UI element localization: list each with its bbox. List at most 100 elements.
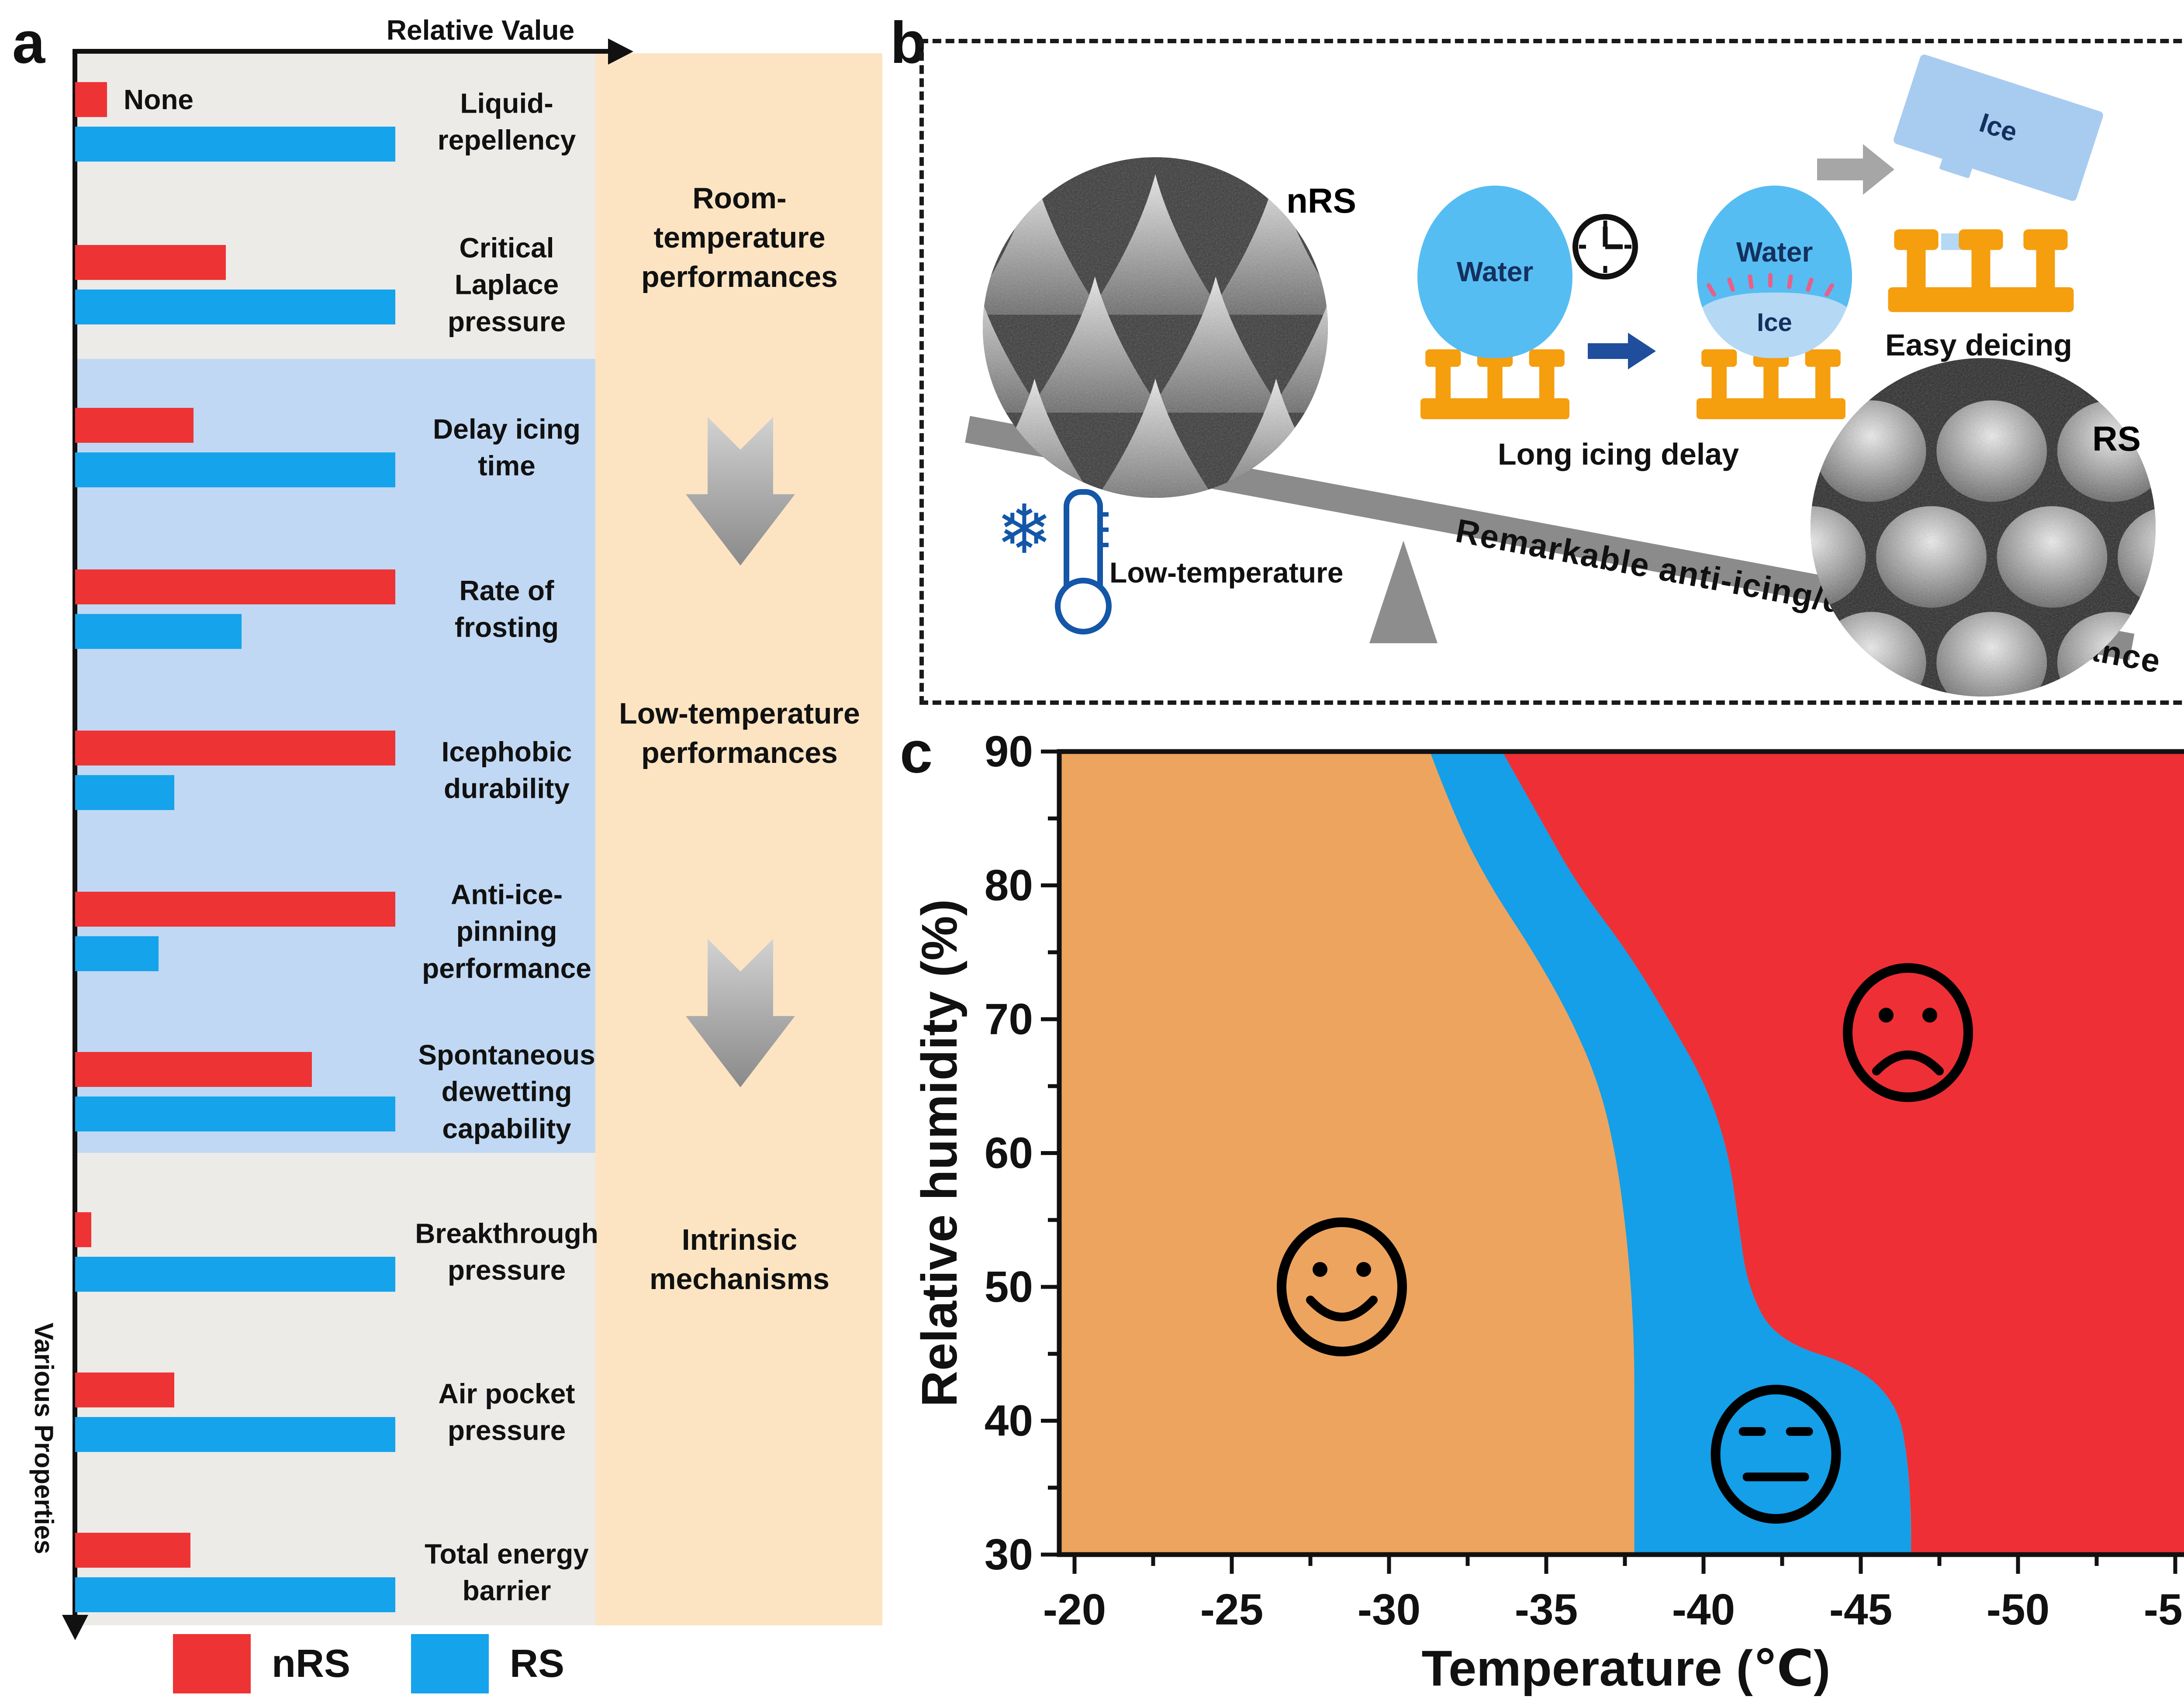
bar-nrs-0 (75, 82, 107, 117)
right-arrow-icon (1817, 144, 1894, 195)
category-label-0: Liquid-repellency (437, 87, 576, 156)
x-tick-label: -35 (1515, 1585, 1578, 1634)
nucleation-dash (1747, 274, 1754, 290)
bar-nrs-6 (75, 1052, 312, 1087)
sem-image-rs (1811, 358, 2156, 697)
bar-nrs-8 (75, 1372, 174, 1407)
textured-substrate-icon (1420, 337, 1570, 420)
group-label-low-temp: Low-temperature performances (619, 697, 860, 769)
face-neutral-icon (1711, 1385, 1841, 1524)
bar-nrs-3 (75, 569, 395, 604)
bar-nrs-2 (75, 408, 194, 443)
bar-rs-8 (75, 1417, 395, 1452)
legend-item-nrs: nRS (173, 1634, 350, 1693)
bar-rs-1 (75, 290, 395, 324)
x-axis-label: Relative Value (386, 14, 575, 46)
icing-delay-caption: Long icing delay (1497, 437, 1739, 471)
y-tick-label: 40 (985, 1397, 1033, 1445)
region-red (1502, 752, 2184, 1555)
annotation-none: None (124, 84, 194, 115)
ice-slab-label: Ice (1976, 107, 2021, 148)
category-label-5: Anti-ice-pinning performance (422, 879, 591, 984)
panel-b: b Remarkable anti-icing/deicing performa… (887, 0, 2184, 721)
bar-rs-4 (75, 775, 174, 810)
bar-nrs-1 (75, 245, 226, 280)
legend-label-rs: RS (510, 1642, 565, 1686)
bar-rs-0 (75, 127, 395, 162)
bar-nrs-5 (75, 892, 395, 927)
panel-a: a Relative Value Various Properties Liqu… (0, 0, 895, 1698)
nucleation-dashes-icon (1697, 186, 1852, 358)
x-axis-arrowhead-icon (608, 38, 633, 65)
panel-c-letter: c (900, 719, 933, 785)
water-droplet: Water (1417, 186, 1572, 358)
legend-swatch-rs (411, 1634, 489, 1693)
bar-rs-6 (75, 1097, 395, 1131)
category-label-8: Air pocket pressure (438, 1378, 575, 1446)
group-label-intrinsic: Intrinsic mechanisms (650, 1223, 829, 1296)
x-axis-line (75, 49, 609, 54)
y-axis-arrowhead-icon (62, 1615, 88, 1640)
x-tick-label: -30 (1358, 1585, 1421, 1634)
textured-substrate-icon (1887, 215, 2075, 313)
legend-label-nrs: nRS (272, 1642, 350, 1686)
face-happy-icon (1277, 1217, 1407, 1356)
mechanism-column (595, 53, 882, 1625)
right-arrow-icon (1588, 333, 1656, 369)
category-label-1: Critical Laplace pressure (447, 232, 566, 338)
nucleation-dash (1824, 282, 1835, 298)
bar-nrs-7 (75, 1212, 91, 1247)
y-tick-label: 90 (985, 727, 1033, 776)
x-tick-label: -50 (1987, 1585, 2050, 1634)
category-label-6: Spontaneous dewetting capability (418, 1039, 595, 1145)
phase-regions (1059, 752, 2184, 1555)
y-axis-label: Various Properties (29, 1322, 59, 1555)
snowflake-icon: ❄ (996, 492, 1053, 567)
y-tick-label: 70 (985, 995, 1033, 1044)
category-label-7: Breakthrough pressure (415, 1217, 598, 1286)
y-axis-title: Relative humidity (%) (912, 899, 968, 1407)
group-label-room-temp: Room-temperature performances (641, 182, 838, 293)
y-tick-label: 50 (985, 1262, 1033, 1311)
x-tick-label: -25 (1200, 1585, 1264, 1634)
water-label: Water (1736, 236, 1813, 268)
thermometer-icon (1055, 489, 1112, 634)
category-label-4: Icephobic durability (441, 736, 572, 804)
nucleation-dash (1706, 282, 1717, 298)
deicing-caption: Easy deicing (1885, 328, 2072, 362)
panel-c: c 90 80 70 60 50 40 30-20 -25 -30 -35 -40 -45 -50 -55… (891, 699, 2184, 1698)
nucleation-dash (1805, 277, 1814, 293)
ice-interface-label: Ice (1757, 308, 1792, 337)
y-tick-label: 30 (985, 1530, 1033, 1579)
sem-image-nrs (983, 157, 1328, 498)
nucleation-dash (1768, 273, 1773, 288)
bar-nrs-9 (75, 1533, 190, 1568)
panel-b-border (919, 39, 2184, 705)
y-tick-label: 60 (985, 1129, 1033, 1178)
x-tick-label: -40 (1672, 1585, 1735, 1634)
bar-nrs-4 (75, 731, 395, 766)
bar-rs-5 (75, 936, 159, 971)
bar-rs-7 (75, 1257, 395, 1292)
y-tick-label: 80 (985, 861, 1033, 910)
clock-icon (1572, 214, 1638, 279)
category-label-2: Delay icing time (433, 413, 581, 482)
frozen-layer (1697, 293, 1852, 358)
bar-rs-3 (75, 614, 242, 649)
bar-rs-2 (75, 452, 395, 487)
category-label-3: Rate of frosting (454, 575, 559, 643)
freezing-droplet: Water Ice (1697, 186, 1852, 358)
sem-rs-label: RS (2092, 419, 2141, 458)
face-sad-icon (1843, 963, 1973, 1102)
panel-a-letter: a (12, 10, 45, 76)
low-temperature-label: Low-temperature (1109, 556, 1344, 589)
nucleation-dash (1787, 274, 1794, 290)
x-axis-title: Temperature (℃) (1422, 1641, 1831, 1697)
region-blue (1430, 752, 1911, 1555)
legend-item-rs: RS (411, 1634, 564, 1693)
x-tick-label: -55 (2144, 1585, 2184, 1634)
sem-nrs-label: nRS (1286, 181, 1356, 220)
y-axis-line (73, 49, 77, 1617)
seesaw-fulcrum (1369, 541, 1438, 643)
x-tick-label: -45 (1829, 1585, 1893, 1634)
